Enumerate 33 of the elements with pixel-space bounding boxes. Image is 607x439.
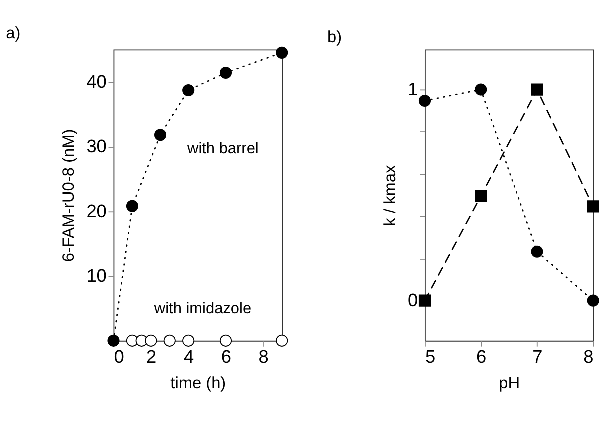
y-tick-label: 1 (408, 80, 418, 100)
x-tick-label: 7 (532, 347, 543, 368)
x-tick-label: 8 (258, 347, 269, 368)
point (276, 334, 288, 347)
x-tick-label: 0 (114, 347, 124, 368)
y-tick-label: 40 (86, 72, 107, 92)
y-axis-title: k / kmax (381, 164, 400, 226)
x-tick-label: 6 (476, 347, 487, 368)
point (220, 66, 232, 80)
point (276, 46, 288, 59)
point (182, 334, 195, 347)
point (126, 200, 138, 212)
chart-title: b) (328, 28, 342, 46)
chart-title: a) (6, 24, 21, 42)
y-axis-title: 6-FAM-rU0-8 (nM) (60, 129, 78, 262)
annotation: with imidazole (153, 300, 252, 318)
x-tick-label: 2 (146, 347, 157, 368)
point (164, 334, 176, 347)
y-tick-label: 10 (86, 266, 107, 286)
point (145, 334, 158, 347)
x-axis-title: pH (499, 374, 520, 393)
x-tick-label: 5 (425, 347, 436, 368)
x-tick-label: 8 (584, 347, 594, 368)
point (220, 334, 232, 347)
point (154, 129, 167, 142)
x-tick-label: 6 (221, 347, 232, 368)
point (182, 84, 195, 96)
x-axis-title: time (h) (170, 374, 226, 393)
y-tick-label: 30 (86, 136, 107, 157)
annotation: with barrel (186, 140, 259, 158)
x-tick-label: 4 (184, 347, 194, 368)
point (108, 334, 120, 347)
y-tick-label: 20 (86, 201, 107, 222)
